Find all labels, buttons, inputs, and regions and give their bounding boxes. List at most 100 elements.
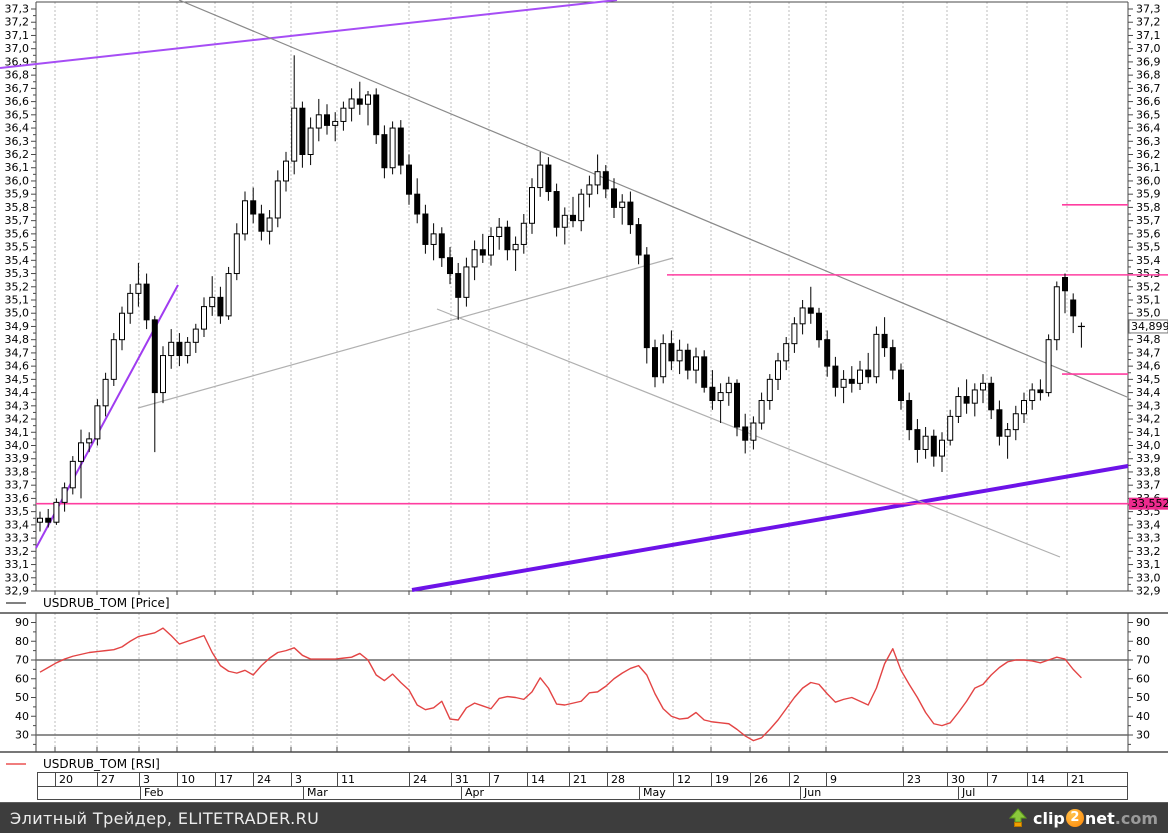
candle-body — [889, 347, 896, 371]
svg-text:33,5: 33,5 — [5, 505, 30, 518]
week-label-cell: 27 — [98, 773, 140, 786]
candle-body — [652, 347, 658, 378]
candle-body — [373, 94, 380, 136]
candle-body — [242, 200, 248, 235]
price-y-axis: 37,3 37,337,2 37,237,1 37,137,0 37,036,9 36,9… — [5, 3, 1161, 598]
trendline-gray-rising — [137, 257, 674, 409]
svg-text:33,0: 33,0 — [5, 571, 30, 584]
candle-body — [1021, 400, 1027, 415]
candle-body — [914, 429, 921, 450]
svg-text:35,7: 35,7 — [5, 214, 30, 227]
svg-text:34,1: 34,1 — [5, 426, 30, 439]
month-label-cell: Feb — [140, 787, 303, 799]
candle-body — [315, 114, 322, 129]
svg-text:36,2: 36,2 — [1136, 148, 1161, 161]
candle-body — [848, 378, 855, 384]
candle-body — [488, 236, 494, 256]
week-label-cell: 17 — [216, 773, 254, 786]
svg-text:35,3: 35,3 — [5, 267, 30, 280]
candle-body — [693, 356, 699, 371]
candle-body — [881, 333, 888, 349]
candle-body — [78, 442, 84, 462]
rsi-chart[interactable]: 90 90 80 80 70 70 60 60 50 50 40 40 30 30 — [0, 606, 1168, 756]
candle-body — [176, 341, 183, 357]
candle-body — [857, 369, 863, 384]
candle-body — [865, 369, 872, 378]
svg-text:33,9: 33,9 — [5, 452, 30, 465]
candle-body — [201, 306, 207, 330]
candle-body — [258, 213, 265, 232]
candle-body — [69, 460, 76, 489]
svg-text:36,6: 36,6 — [1136, 95, 1161, 108]
svg-text:70: 70 — [15, 654, 29, 667]
svg-text:33,3: 33,3 — [5, 532, 30, 545]
svg-text:30: 30 — [15, 729, 29, 742]
week-label-cell: 24 — [254, 773, 292, 786]
svg-text:36,0: 36,0 — [5, 174, 30, 187]
svg-text:36,2: 36,2 — [5, 148, 30, 161]
price-chart[interactable]: 37,3 37,337,2 37,237,1 37,137,0 37,036,9 36,9… — [0, 0, 1168, 600]
svg-text:34,0: 34,0 — [5, 439, 30, 452]
svg-text:34,7: 34,7 — [5, 346, 30, 359]
candle-body — [365, 94, 371, 105]
trendline-purple-thick — [411, 464, 1129, 592]
candle-body — [963, 396, 970, 404]
svg-text:34,899: 34,899 — [1131, 320, 1168, 333]
svg-text:33,1: 33,1 — [1136, 558, 1161, 571]
candle-body — [832, 365, 839, 388]
week-label-cell: 14 — [1028, 773, 1068, 786]
logo-two-badge: 2 — [1065, 809, 1084, 827]
svg-text:35,1: 35,1 — [1136, 294, 1161, 307]
svg-text:37,1: 37,1 — [5, 29, 30, 42]
candle-body — [824, 339, 831, 367]
svg-text:35,6: 35,6 — [5, 227, 30, 240]
candle-body — [570, 214, 576, 222]
candle-body — [1012, 413, 1019, 431]
candle-body — [643, 254, 650, 349]
svg-text:34,9: 34,9 — [5, 320, 30, 333]
candle-body — [45, 517, 52, 523]
candle-body — [94, 405, 101, 440]
month-label-cell: Apr — [461, 787, 639, 799]
price-levels — [36, 203, 1168, 505]
svg-text:33,2: 33,2 — [1136, 545, 1161, 558]
candle-body — [217, 296, 224, 317]
week-label-cell: 26 — [751, 773, 790, 786]
candle-body — [766, 378, 773, 402]
candle-body — [348, 98, 355, 109]
candle-body — [980, 382, 986, 391]
price-series-icon — [6, 601, 26, 604]
candle-body — [898, 369, 904, 402]
week-label-cell: 28 — [608, 773, 674, 786]
candle-body — [840, 378, 847, 388]
candle-body — [807, 307, 814, 314]
week-label-cell: 30 — [948, 773, 988, 786]
svg-text:37,3: 37,3 — [1136, 3, 1161, 16]
svg-text:34,4: 34,4 — [5, 386, 30, 399]
candle-body — [709, 386, 716, 402]
candle-body — [594, 171, 601, 186]
svg-text:36,1: 36,1 — [5, 161, 30, 174]
week-label-cell: 21 — [570, 773, 608, 786]
svg-text:34,8: 34,8 — [1136, 333, 1161, 346]
svg-text:35,5: 35,5 — [1136, 241, 1161, 254]
candle-body — [324, 114, 330, 126]
svg-text:35,0: 35,0 — [5, 307, 30, 320]
week-label-cell: 10 — [178, 773, 216, 786]
svg-text:33,3: 33,3 — [1136, 532, 1161, 545]
svg-text:35,4: 35,4 — [5, 254, 30, 267]
candle-body — [266, 217, 273, 232]
candle-body — [110, 339, 117, 380]
candle-body — [119, 312, 125, 341]
candle-body — [209, 296, 216, 308]
candle-body — [102, 378, 109, 407]
svg-text:36,6: 36,6 — [5, 95, 30, 108]
candle-body — [192, 328, 199, 343]
trendlines — [0, 0, 1129, 592]
week-label-cell: 7 — [490, 773, 528, 786]
week-label-cell: 9 — [827, 773, 904, 786]
candle-body — [1062, 277, 1068, 292]
candle-body — [545, 164, 552, 193]
candle-body — [1045, 339, 1052, 394]
candle-body — [742, 426, 749, 441]
